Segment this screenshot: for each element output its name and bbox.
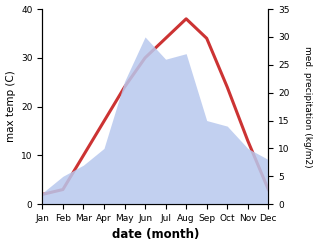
Y-axis label: med. precipitation (kg/m2): med. precipitation (kg/m2): [303, 46, 313, 167]
X-axis label: date (month): date (month): [112, 228, 199, 242]
Y-axis label: max temp (C): max temp (C): [5, 71, 16, 143]
